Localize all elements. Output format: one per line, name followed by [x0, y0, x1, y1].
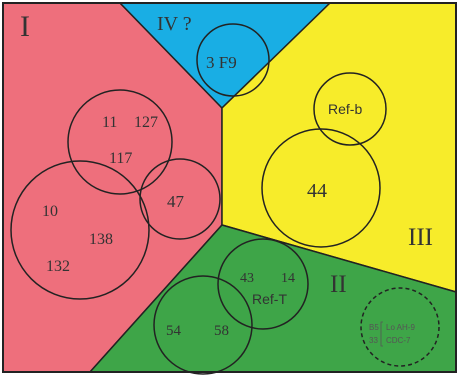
cluster-circle-3f9 [196, 23, 270, 97]
label-b5: B5 [369, 323, 379, 332]
label-138: 138 [89, 231, 113, 248]
label-43: 43 [240, 271, 254, 286]
cluster-circle-54-58 [153, 275, 253, 375]
label-132: 132 [46, 258, 70, 275]
region-label-iv: IV ? [157, 13, 192, 35]
cluster-circle-dashed [360, 287, 440, 367]
region-label-i: I [20, 10, 30, 43]
cluster-circle-44 [261, 128, 381, 248]
cluster-circle-ref-t [217, 238, 309, 330]
cluster-circle-11-127-117 [67, 89, 173, 195]
label-ref-t: Ref-T [252, 291, 287, 307]
diagram-frame [2, 2, 457, 373]
label-cdc7: CDC-7 [386, 336, 411, 345]
label-33: 33 [369, 336, 378, 345]
label-58: 58 [214, 323, 229, 339]
region-label-iii: III [408, 224, 433, 251]
cluster-circle-10-138-132 [10, 160, 150, 300]
label-117: 117 [109, 150, 132, 167]
cluster-circle-47 [139, 158, 221, 240]
label-127: 127 [134, 114, 158, 131]
label-11: 11 [102, 114, 117, 131]
dashed-bracket [380, 321, 383, 347]
label-lo-ah9: Lo AH-9 [386, 323, 415, 332]
label-44: 44 [307, 180, 327, 202]
cluster-circle-ref-b [313, 72, 387, 146]
label-10: 10 [42, 203, 58, 220]
label-14: 14 [281, 271, 295, 286]
label-3f9: 3 F9 [206, 53, 237, 72]
label-54: 54 [166, 323, 182, 339]
label-47: 47 [167, 192, 185, 211]
region-label-ii: II [330, 271, 347, 298]
label-ref-b: Ref-b [328, 101, 362, 117]
